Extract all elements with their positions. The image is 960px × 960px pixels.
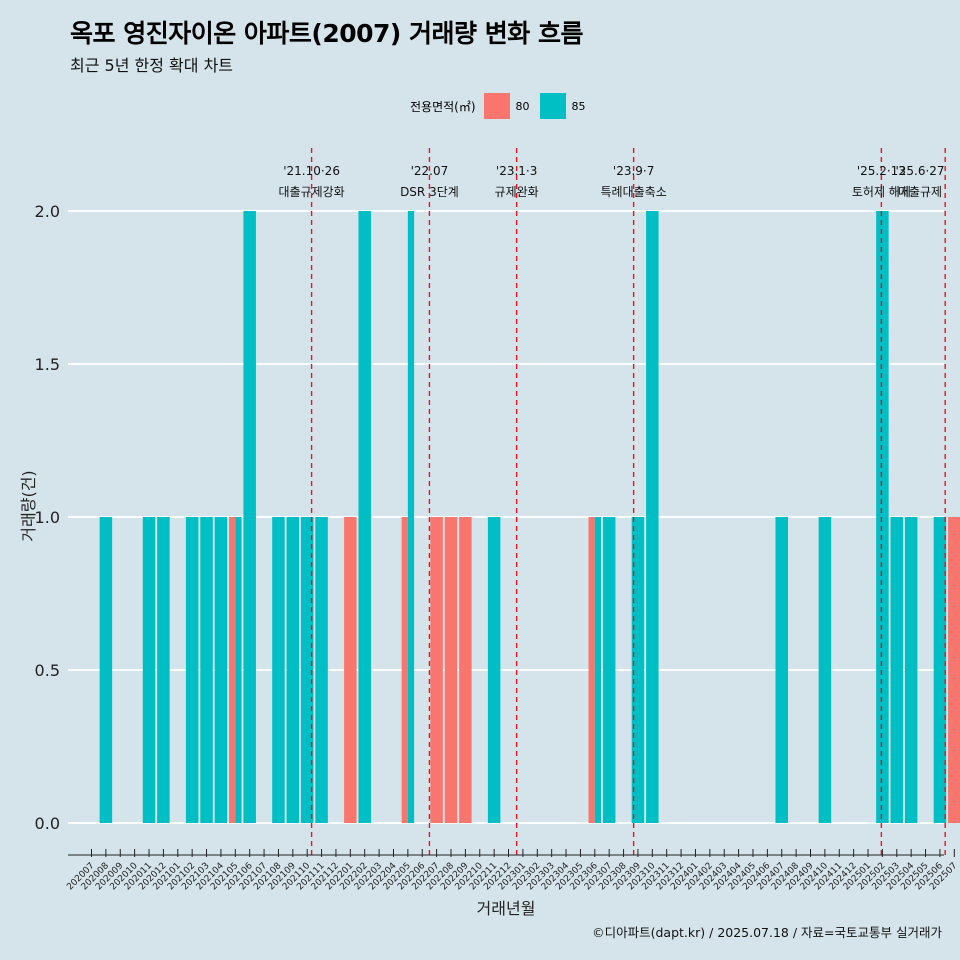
bar-202207-80: [430, 517, 443, 823]
legend-label-85: 85: [571, 99, 586, 113]
bar-202202-85: [358, 211, 371, 823]
event-date-label: '22.07: [411, 164, 449, 178]
bar-202105-80: [229, 517, 236, 823]
bar-202105-85: [235, 517, 242, 823]
grid-lines: [68, 210, 944, 824]
bar-202108-85: [272, 517, 285, 823]
bar-202102-85: [185, 517, 199, 823]
event-desc-label: 특례대출축소: [601, 185, 667, 199]
chart-subtitle: 최근 5년 한정 확대 차트: [70, 56, 234, 75]
legend-swatch-85: [539, 93, 566, 119]
bars: [99, 211, 960, 823]
event-desc-label: 대출규제: [898, 185, 942, 199]
bar-202407-85: [775, 517, 788, 823]
bar-202205-85: [407, 211, 415, 823]
legend: 전용면적(㎡) 80 85: [410, 92, 596, 120]
legend-title: 전용면적(㎡): [410, 99, 476, 114]
y-tick-label: 2.0: [35, 202, 60, 221]
event-date-label: '23.1·3: [496, 164, 537, 178]
event-date-label: '23.9·7: [613, 164, 654, 178]
event-desc-label: DSR 3단계: [400, 185, 459, 199]
bar-202502-85: [876, 211, 889, 823]
event-date-label: '25.6·27: [895, 164, 944, 178]
bar-202310-85: [646, 211, 659, 823]
bar-202507-80: [948, 517, 960, 823]
y-tick-label: 0.5: [35, 661, 60, 680]
bar-202110-85: [300, 517, 314, 823]
legend-label-80: 80: [515, 99, 530, 113]
chart-title: 옥포 영진자이온 아파트(2007) 거래량 변화 흐름: [70, 19, 583, 48]
event-desc-label: 토허제 해제: [852, 185, 911, 199]
bar-202205-80: [401, 517, 408, 823]
bar-202106-85: [243, 211, 256, 823]
bar-202103-85: [200, 517, 213, 823]
bar-202109-85: [286, 517, 300, 823]
bar-202503-85: [890, 517, 904, 823]
bar-202306-85: [594, 517, 602, 823]
bar-202506-85: [933, 517, 947, 823]
bar-202201-80: [344, 517, 357, 823]
event-desc-label: 규제완화: [495, 185, 539, 199]
bar-202104-85: [214, 517, 228, 823]
y-tick-label: 1.5: [35, 355, 60, 374]
bar-202012-85: [157, 517, 170, 823]
bar-202410-85: [818, 517, 832, 823]
bar-202011-85: [142, 517, 156, 823]
y-tick-label: 1.0: [35, 508, 60, 527]
y-tick-label: 0.0: [35, 814, 60, 833]
legend-swatch-80: [483, 93, 510, 119]
x-axis: 2020072020082020092020102020112020122021…: [65, 849, 959, 892]
bar-202111-85: [315, 517, 328, 823]
source-caption: ©디아파트(dapt.kr) / 2025.07.18 / 자료=국토교통부 실…: [592, 925, 942, 940]
event-desc-label: 대출규제강화: [278, 185, 344, 199]
bar-202211-85: [487, 517, 501, 823]
event-date-label: '25.2·13: [857, 164, 906, 178]
bar-202008-85: [99, 517, 113, 823]
bar-202309-85: [631, 517, 645, 823]
y-axis-title: 거래량(건): [19, 470, 38, 541]
x-axis-title: 거래년월: [477, 899, 536, 918]
bar-202306-80: [588, 517, 595, 823]
bar-202504-85: [904, 517, 918, 823]
y-axis: 0.0 0.5 1.0 1.5 2.0: [35, 202, 60, 833]
bar-202209-80: [459, 517, 472, 823]
event-date-label: '21.10·26: [283, 164, 340, 178]
bar-202208-80: [444, 517, 458, 823]
event-lines: '21.10·26 대출규제강화 '22.07 DSR 3단계 '23.1·3 규제완화 '…: [278, 148, 946, 855]
bar-202307-85: [602, 517, 616, 823]
